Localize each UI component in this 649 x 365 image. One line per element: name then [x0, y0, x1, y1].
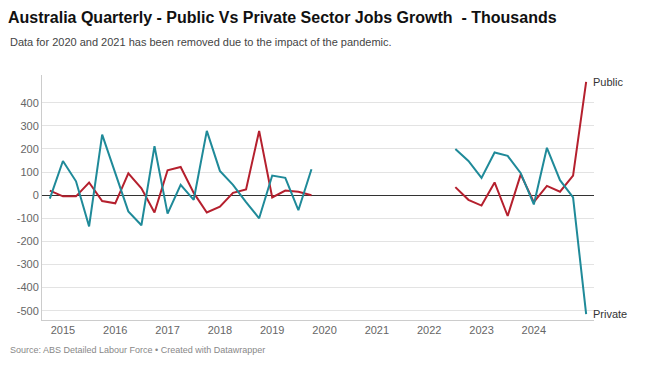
svg-text:-200: -200 — [17, 235, 39, 247]
svg-text:2021: 2021 — [365, 324, 389, 336]
svg-text:2023: 2023 — [469, 324, 493, 336]
svg-text:Private: Private — [593, 308, 627, 320]
svg-text:-500: -500 — [17, 305, 39, 317]
svg-text:200: 200 — [20, 143, 38, 155]
svg-text:Australia Quarterly - Public V: Australia Quarterly - Public Vs Private … — [8, 9, 557, 26]
svg-text:-400: -400 — [17, 281, 39, 293]
svg-text:100: 100 — [20, 166, 38, 178]
svg-text:-100: -100 — [17, 212, 39, 224]
svg-text:2022: 2022 — [417, 324, 441, 336]
svg-text:Data for 2020 and 2021 has bee: Data for 2020 and 2021 has been removed … — [10, 36, 392, 48]
svg-text:300: 300 — [20, 120, 38, 132]
svg-text:2024: 2024 — [522, 324, 546, 336]
svg-text:0: 0 — [33, 189, 39, 201]
svg-text:2016: 2016 — [103, 324, 127, 336]
svg-text:400: 400 — [20, 97, 38, 109]
svg-text:-300: -300 — [17, 258, 39, 270]
svg-text:Public: Public — [593, 76, 623, 88]
svg-text:Source: ABS Detailed Labour Fo: Source: ABS Detailed Labour Force • Crea… — [10, 345, 265, 355]
svg-text:2018: 2018 — [208, 324, 232, 336]
svg-text:2020: 2020 — [312, 324, 336, 336]
svg-text:2019: 2019 — [260, 324, 284, 336]
svg-text:2017: 2017 — [155, 324, 179, 336]
svg-text:2015: 2015 — [51, 324, 75, 336]
